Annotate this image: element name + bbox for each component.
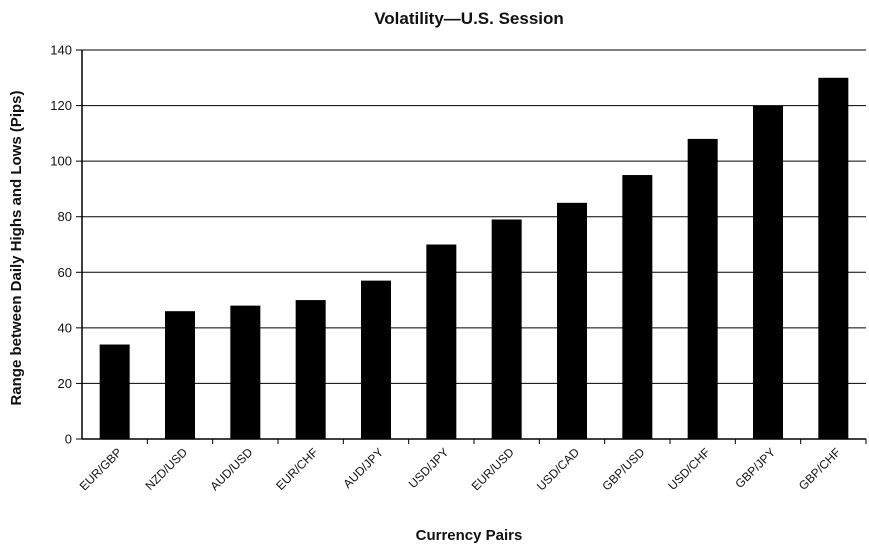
y-tick-label: 40 <box>58 320 72 335</box>
y-tick-label: 20 <box>58 376 72 391</box>
bar-usd-cad <box>557 202 587 439</box>
x-tick-label: EUR/GBP <box>77 445 125 493</box>
chart-title: Volatility—U.S. Session <box>374 9 564 28</box>
y-axis-label: Range between Daily Highs and Lows (Pips… <box>8 90 25 405</box>
x-tick-label: AUD/JPY <box>340 445 386 491</box>
bar-aud-usd <box>230 305 261 439</box>
bar-usd-jpy <box>426 244 457 439</box>
y-axis-ticks: 0 20 40 60 80 100 120 140 <box>50 43 82 447</box>
x-tick-label: USD/CHF <box>665 445 713 493</box>
y-tick-label: 80 <box>58 209 72 224</box>
y-tick-label: 0 <box>65 432 72 447</box>
bar-usd-chf <box>687 138 718 439</box>
x-tick-label: EUR/USD <box>469 445 517 493</box>
x-tick-label: GBP/JPY <box>732 445 778 491</box>
y-tick-label: 100 <box>50 154 72 169</box>
bar-nzd-usd <box>165 311 195 439</box>
bar-eur-chf <box>295 300 326 439</box>
x-tick-label: GBP/CHF <box>796 445 844 493</box>
x-axis-label: Currency Pairs <box>416 527 523 544</box>
bar-gbp-jpy <box>753 105 783 440</box>
x-tick-label: NZD/USD <box>143 445 191 493</box>
gridlines <box>82 49 866 384</box>
x-tick-label: AUD/USD <box>207 445 255 493</box>
y-tick-label: 60 <box>58 265 72 280</box>
x-tick-label: GBP/USD <box>599 445 647 493</box>
x-tick-label: EUR/CHF <box>273 445 321 493</box>
bar-eur-gbp <box>99 344 130 439</box>
bars <box>99 77 849 440</box>
bar-aud-jpy <box>361 280 391 439</box>
bar-gbp-usd <box>622 175 653 440</box>
y-tick-label: 140 <box>50 43 72 58</box>
y-tick-label: 120 <box>50 98 72 113</box>
bar-gbp-chf <box>818 77 849 440</box>
bar-eur-usd <box>491 219 522 439</box>
x-tick-label: USD/JPY <box>406 445 452 491</box>
x-axis-ticks: EUR/GBP NZD/USD AUD/USD EUR/CHF AUD/JPY USD/J… <box>77 439 867 493</box>
x-tick-label: USD/CAD <box>534 445 582 493</box>
